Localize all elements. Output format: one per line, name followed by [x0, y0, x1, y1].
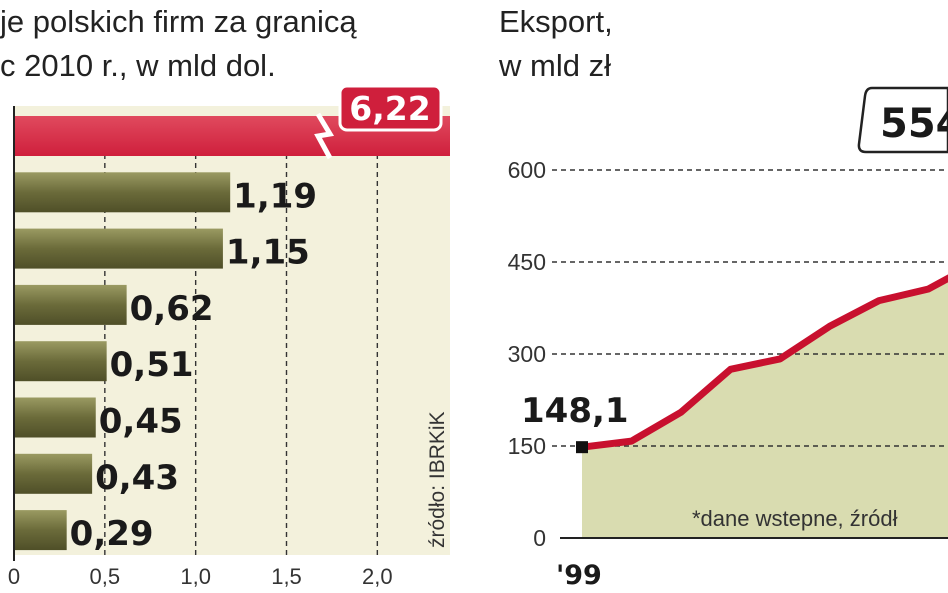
area-y-tick-label: 150 [508, 433, 546, 459]
bar-value-label: 0,29 [70, 514, 154, 554]
start-point-marker [576, 441, 588, 454]
area-y-tick-label: 0 [533, 525, 546, 551]
bar [14, 172, 231, 213]
bar-highlight-label-box [338, 84, 443, 132]
bar-value-label: 0,45 [99, 402, 183, 442]
bar-break-mark [314, 112, 335, 160]
area-y-tick-label: 300 [508, 341, 546, 367]
bar-x-tick-label: 0,5 [90, 564, 121, 589]
bar-value-label: 1,15 [226, 233, 310, 273]
start-value-label: 148,1 [521, 391, 629, 431]
bar [14, 453, 93, 494]
callout-value-label: 554 [880, 101, 948, 147]
bar [14, 397, 96, 438]
bar [14, 228, 223, 269]
export-line [578, 274, 948, 451]
export-area [582, 278, 948, 538]
left-title-line2: c 2010 r., w mld dol. [0, 48, 276, 83]
right-title-line1: Eksport, [499, 4, 613, 39]
bar-x-tick-label: 1,5 [271, 564, 302, 589]
bar-x-tick-label: 1,0 [180, 564, 211, 589]
bar-x-tick-label: 0 [8, 564, 20, 589]
bar-x-tick-label: 2,0 [362, 564, 393, 589]
bar-value-label: 0,51 [110, 345, 194, 385]
bar-value-label: 1,19 [233, 176, 317, 216]
area-footnote: *dane wstepne, źródł [692, 506, 898, 531]
bar-value-label: 0,62 [130, 289, 214, 329]
bar [14, 510, 67, 551]
area-y-tick-label: 600 [508, 157, 546, 183]
bar [14, 341, 107, 382]
area-x-tick-label: '99 [556, 560, 602, 591]
area-y-tick-label: 450 [508, 249, 546, 275]
bar [14, 284, 127, 325]
right-title-line2: w mld zł [499, 48, 611, 83]
callout-box [857, 86, 948, 154]
bar-value-label: 6,22 [349, 89, 430, 128]
bar-source-note: źródło: IBRKiK [426, 411, 449, 548]
bar-value-label: 0,43 [95, 458, 179, 498]
left-title-line1: je polskich firm za granicą [0, 4, 357, 39]
